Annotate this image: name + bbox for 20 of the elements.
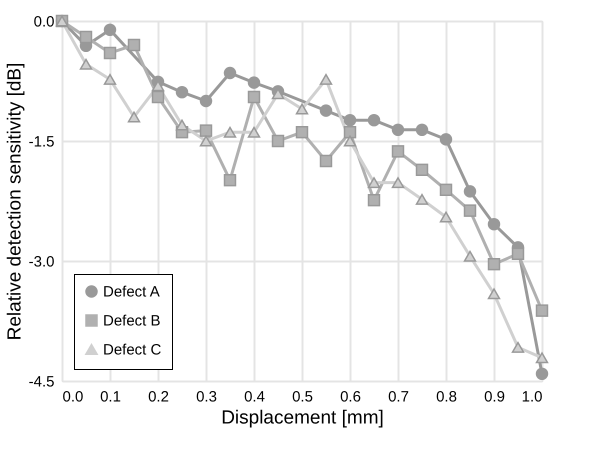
- x-tick-label: 0.0: [62, 388, 84, 406]
- y-axis-title: Relative detection sensitivity [dB]: [4, 62, 26, 340]
- x-tick-label: 0.2: [148, 388, 169, 406]
- legend-label: Defect B: [103, 312, 161, 330]
- y-tick-label: -3.0: [28, 254, 54, 270]
- x-axis-title: Displacement [mm]: [221, 408, 384, 428]
- legend-label: Defect A: [103, 284, 160, 300]
- y-tick-label: -4.5: [28, 374, 54, 390]
- x-tick-label: 0.3: [196, 388, 217, 406]
- y-tick-label: -1.5: [28, 134, 54, 150]
- x-tick-label: 0.5: [292, 388, 313, 406]
- x-tick-label: 0.4: [244, 388, 265, 406]
- x-tick-label: 0.1: [100, 388, 121, 406]
- x-tick-label: 0.7: [388, 388, 409, 406]
- legend-label: Defect C: [103, 342, 162, 358]
- x-tick-label: 0.9: [484, 388, 505, 406]
- x-tick-label: 0.6: [340, 388, 361, 406]
- x-tick-label: 1.0: [522, 388, 542, 406]
- y-tick-label: 0.0: [34, 14, 54, 30]
- x-tick-label: 0.8: [436, 388, 457, 406]
